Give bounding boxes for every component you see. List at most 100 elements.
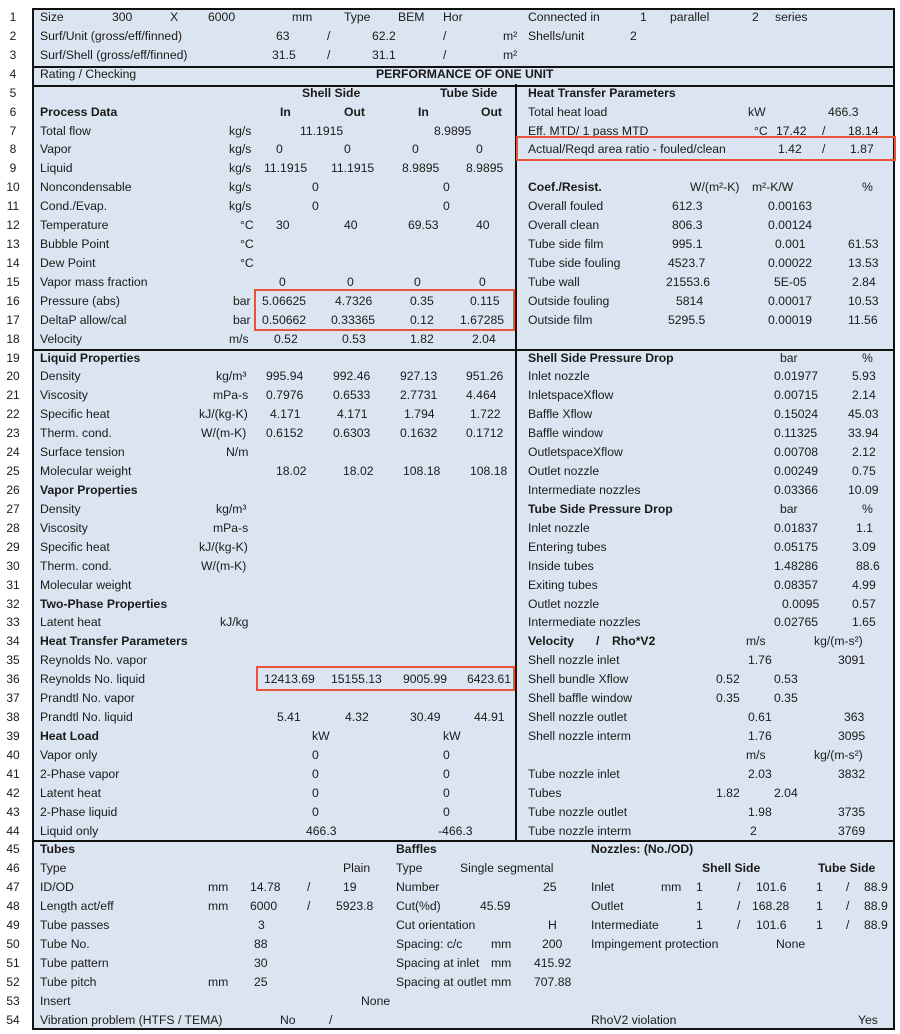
row-number: 12 [6,218,20,233]
cell-text: 3 [258,918,265,933]
cell-text: Connected in [528,10,600,24]
cell-text: 3832 [838,766,866,781]
cell-text: 0.6533 [333,388,371,403]
cell-text: / [443,28,447,43]
cell-text: 11.56 [848,312,878,327]
cell-text: 0.00715 [774,388,819,403]
cell-text: 1.82 [410,331,434,346]
cell-text: 0 [443,785,450,800]
cell-text: 992.46 [333,369,371,384]
cell-text: Shell bundle Xflow [528,672,629,687]
cell-text: Cut orientation [396,918,476,933]
cell-text: W/(m-K) [201,558,247,573]
section-label: Coef./Resist. [528,180,602,195]
cell-text: 0 [443,747,450,762]
cell-text: Tube passes [40,918,110,933]
section-label: Heat Transfer Parameters [528,85,676,100]
cell-text: 101.6 [756,918,787,933]
cell-text: 1.794 [404,407,435,422]
cell-text: Shell nozzle outlet [528,710,627,725]
cell-text: m/s [746,747,766,762]
cell-text: N/m [226,445,249,460]
section-label: Tubes [40,842,75,857]
row-number: 2 [9,28,17,43]
row-number: 36 [6,672,20,687]
cell-text: Prandtl No. vapor [40,691,135,706]
cell-text: 0 [312,747,319,762]
cell-text: mm [292,10,313,24]
cell-text: 0.01977 [774,369,819,384]
section-label: Vapor Properties [40,483,138,497]
row-number: 48 [6,899,20,914]
cell-text: kW [443,728,461,743]
cell-text: 0 [476,142,483,157]
cell-text: 200 [542,937,563,952]
cell-text: 0.12 [410,312,434,327]
row-number: 11 [6,199,20,214]
cell-text: 0.02765 [774,615,819,630]
cell-text: Baffle window [528,426,603,441]
grid-line [32,349,895,351]
section-label: Out [481,104,502,119]
cell-text: 0.1712 [466,426,504,441]
cell-text: Yes [858,1012,878,1027]
cell-text: 2.04 [472,331,496,346]
row-number: 51 [6,956,20,970]
row-number: 43 [6,804,20,819]
row-number: 31 [6,577,20,592]
cell-text: 0.33365 [331,312,376,327]
cell-text: 30.49 [410,710,441,725]
cell-text: Noncondensable [40,180,132,195]
row-number: 15 [6,274,20,289]
cell-text: 0.35 [716,691,740,706]
row-number: 5 [9,85,17,100]
cell-text: 45.03 [848,407,879,422]
cell-text: kg/(m-s²) [814,634,863,649]
cell-text: / [737,899,741,914]
cell-text: 5923.8 [336,899,374,914]
cell-text: Tube nozzle outlet [528,804,628,819]
cell-text: Hor [443,10,463,24]
cell-text: bar [780,350,798,365]
grid-line [515,84,517,841]
cell-text: Intermediate [591,918,659,933]
cell-text: 4.99 [852,577,876,592]
cell-text: 33.94 [848,426,879,441]
cell-text: 0 [479,274,486,289]
cell-text: mm [491,937,512,952]
row-number: 29 [6,539,20,554]
cell-text: 995.1 [672,237,703,252]
cell-text: 6000 [250,899,278,914]
cell-text: mm [208,974,229,989]
sheet-panel [32,8,895,1029]
cell-text: Length act/eff [40,899,114,914]
cell-text: 0 [312,180,319,195]
cell-text: 2-Phase liquid [40,804,118,819]
cell-text: 1 [696,899,703,914]
row-number: 38 [6,710,20,725]
row-number: 27 [6,501,20,516]
cell-text: 0.00022 [768,255,813,270]
cell-text: 5.93 [852,369,876,384]
section-label: Rho*V2 [612,634,656,649]
cell-text: 0 [443,766,450,781]
cell-text: 1.87 [850,142,874,157]
section-label: Shell Side Pressure Drop [528,350,674,365]
cell-text: 4.464 [466,388,497,403]
cell-text: 0.00017 [768,293,813,308]
cell-text: / [846,918,850,933]
cell-text: 0.61 [748,710,772,725]
cell-text: % [862,501,873,516]
cell-text: 0 [276,142,283,157]
cell-text: mm [491,974,512,989]
cell-text: Outside film [528,312,593,327]
cell-text: 168.28 [752,899,790,914]
grid-line [32,1028,895,1030]
cell-text: 0.15024 [774,407,819,422]
cell-text: kJ/(kg-K) [199,407,248,422]
cell-text: W/(m²-K) [690,180,740,195]
cell-text: Impingement protection [591,937,719,952]
cell-text: 5E-05 [774,274,807,289]
cell-text: 108.18 [470,464,508,479]
row-number: 40 [6,747,20,762]
